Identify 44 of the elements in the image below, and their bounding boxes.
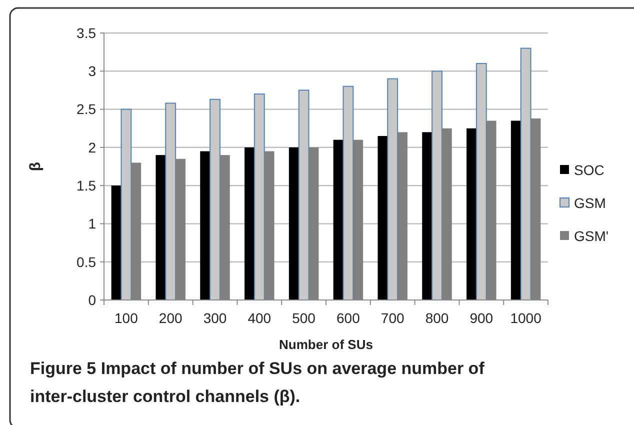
x-tick-label: 1000 (510, 310, 542, 326)
y-tick-label: 0.5 (76, 254, 96, 270)
x-tick-label: 400 (248, 310, 272, 326)
y-tick-label: 2.5 (76, 101, 96, 118)
x-tick-label: 600 (336, 310, 360, 326)
bar (378, 136, 388, 300)
bar (476, 63, 487, 300)
legend-label: SOC (574, 162, 604, 178)
bar (466, 128, 476, 300)
bar (520, 48, 532, 300)
x-tick-label: 300 (203, 310, 227, 326)
bar (111, 186, 122, 300)
bar (200, 151, 210, 300)
bar (210, 98, 220, 300)
x-tick-label: 200 (158, 310, 182, 326)
caption: Figure 5 Impact of number of SUs on average number of inter-cluster control channels (β). (30, 359, 485, 406)
y-tick-label: 3 (88, 63, 96, 80)
bar (342, 86, 354, 300)
bar (254, 94, 265, 300)
bar (387, 78, 398, 300)
bar (510, 120, 521, 300)
bar (156, 155, 166, 300)
bar (120, 108, 132, 300)
x-tick-label: 500 (292, 310, 316, 326)
y-tick-label: 3.5 (76, 24, 96, 41)
x-tick-label: 700 (380, 310, 404, 326)
y-tick-label: 2 (88, 139, 96, 156)
y-axis-title: β (27, 162, 44, 172)
x-tick-label: 800 (425, 310, 449, 326)
bar (422, 132, 432, 300)
y-tick-label: 0 (88, 292, 96, 308)
bar (288, 147, 299, 300)
bar (432, 70, 442, 300)
y-tick-label: 1 (88, 216, 96, 232)
bar (298, 90, 310, 300)
legend-label: GSM' (574, 228, 609, 244)
y-tick-label: 1.5 (76, 177, 96, 194)
x-axis-title: Number of SUs (279, 337, 373, 352)
x-tick-label: 100 (114, 310, 138, 326)
bar (333, 140, 344, 300)
legend-label: GSM (574, 194, 606, 211)
bar (244, 147, 254, 300)
bar (165, 102, 176, 300)
x-tick-label: 900 (470, 310, 494, 326)
